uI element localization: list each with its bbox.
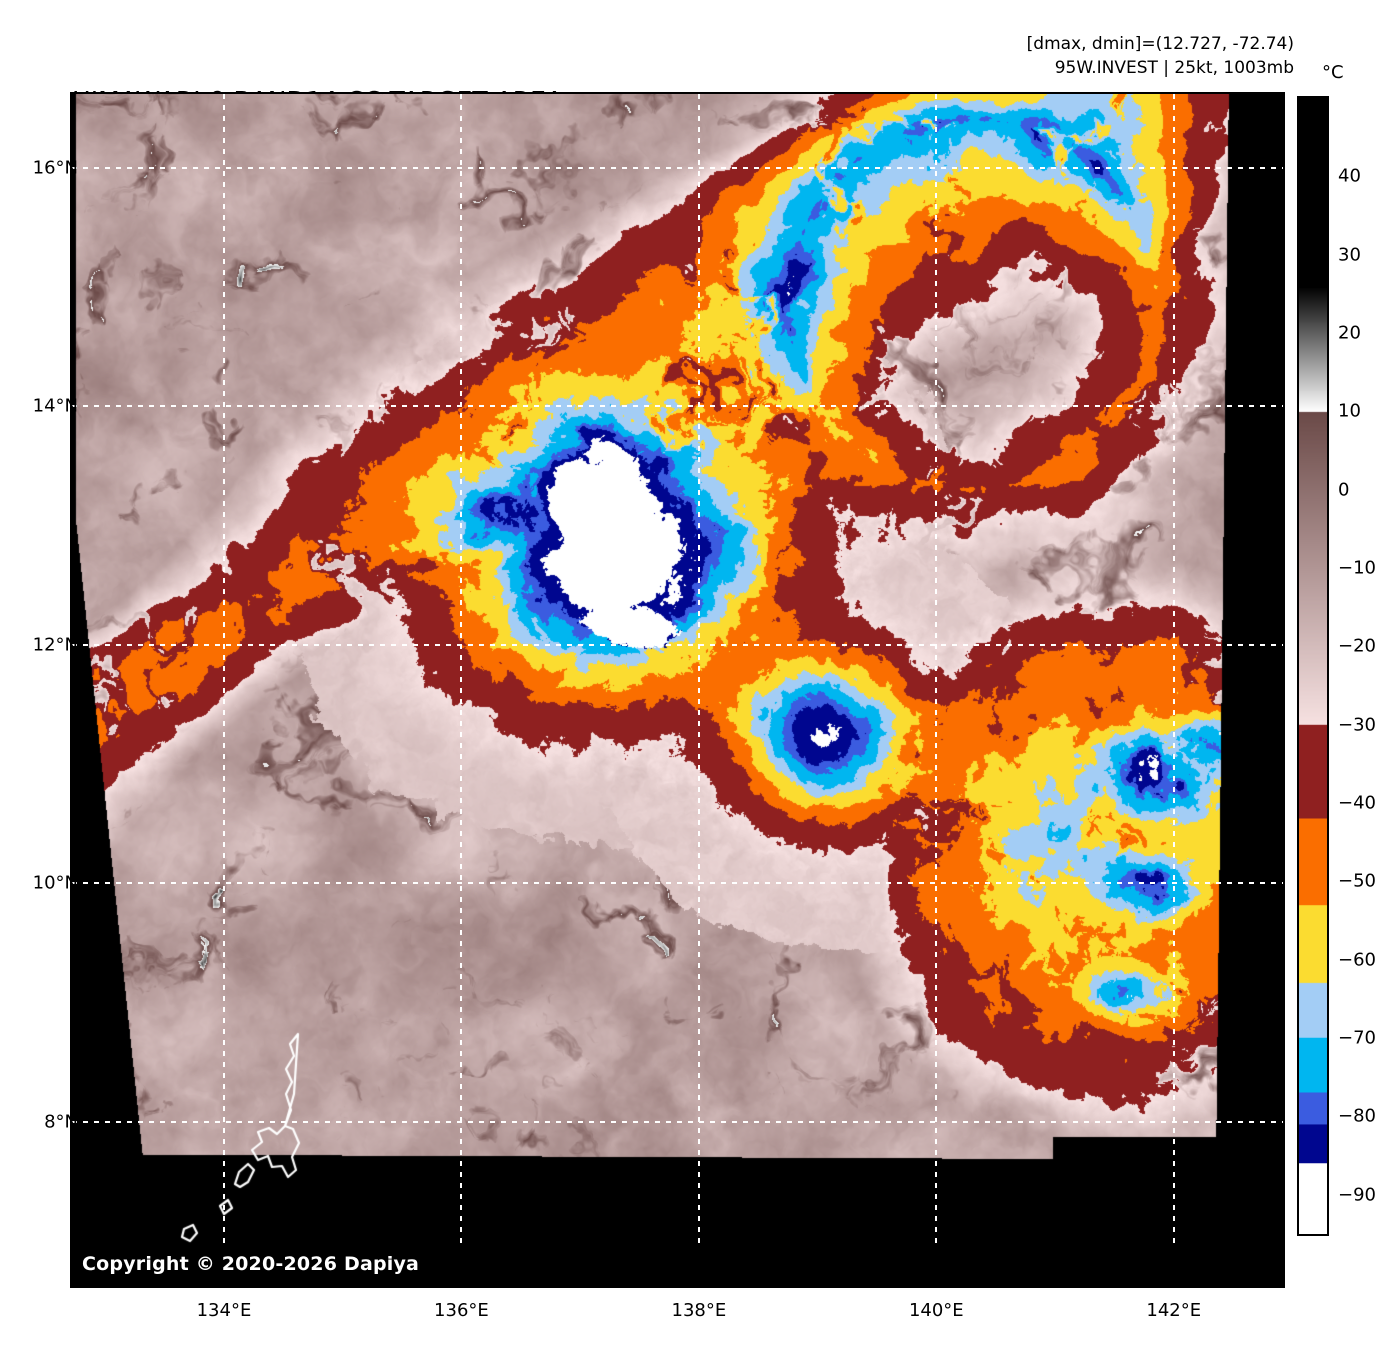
lat-tick-2: 12°N (32, 634, 78, 656)
colorbar-tick-0: 40 (1338, 165, 1361, 187)
colorbar-unit-label: °C (1322, 62, 1344, 83)
lon-tick-1: 136°E (434, 1300, 489, 1321)
lat-tick-3: 10°N (32, 872, 78, 894)
satellite-map-plot[interactable]: Copyright © 2020-2026 Dapiya (70, 92, 1285, 1288)
colorbar-tick-11: −70 (1338, 1027, 1376, 1049)
colorbar-tick-10: −60 (1338, 949, 1376, 971)
copyright-bar: Copyright © 2020-2026 Dapiya (72, 1246, 1283, 1286)
colorbar-tick-7: −30 (1338, 714, 1376, 736)
colorbar-tick-8: −40 (1338, 792, 1376, 814)
temperature-colorbar (1297, 96, 1329, 1236)
colorbar-tick-6: −20 (1338, 635, 1376, 657)
colorbar-tick-4: 0 (1338, 479, 1350, 501)
colorbar-tick-3: 10 (1338, 400, 1361, 422)
lon-tick-3: 140°E (908, 1300, 964, 1321)
colorbar-tick-12: −80 (1338, 1105, 1376, 1127)
infrared-satellite-imagery (72, 94, 1283, 1286)
lat-tick-0: 16°N (32, 157, 78, 179)
colorbar-tick-13: −90 (1338, 1184, 1376, 1206)
data-minmax-label: [dmax, dmin]=(12.727, -72.74) (1026, 34, 1294, 54)
copyright-text: Copyright © 2020-2026 Dapiya (82, 1253, 420, 1275)
lat-tick-4: 8°N (44, 1111, 78, 1132)
colorbar-tick-5: −10 (1338, 557, 1376, 579)
colorbar-tick-1: 30 (1338, 244, 1361, 266)
storm-info-label: 95W.INVEST | 25kt, 1003mb (1054, 58, 1294, 78)
colorbar-tick-2: 20 (1338, 322, 1361, 344)
colorbar-tick-9: −50 (1338, 870, 1376, 892)
lon-tick-0: 134°E (196, 1300, 252, 1321)
lat-tick-1: 14°N (32, 395, 78, 417)
colorbar-gradient (1299, 98, 1327, 1234)
lon-tick-2: 138°E (671, 1300, 727, 1321)
lon-tick-4: 142°E (1146, 1300, 1202, 1321)
header-info-block: [dmax, dmin]=(12.727, -72.74) 95W.INVEST… (1027, 32, 1294, 80)
